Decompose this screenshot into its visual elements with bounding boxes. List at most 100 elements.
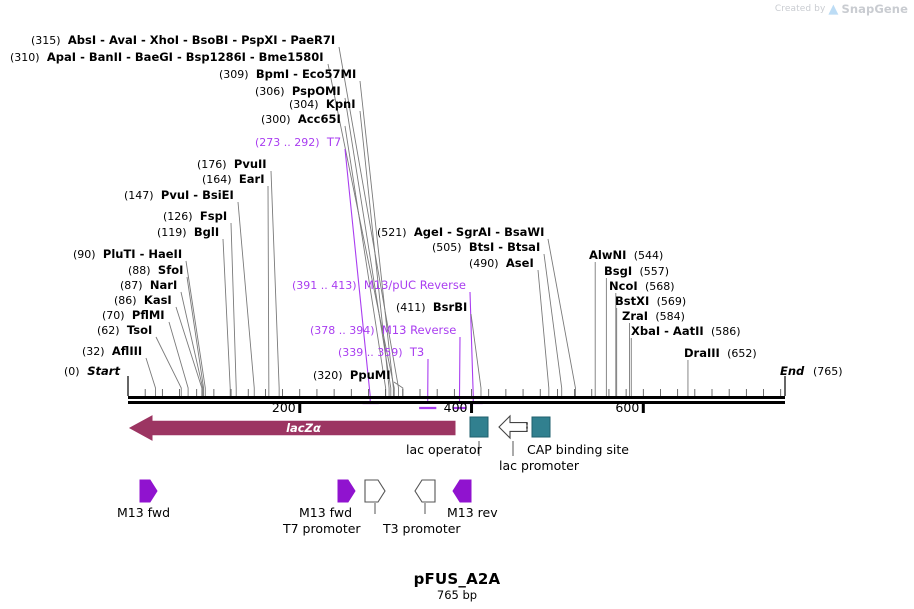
- enzyme-name: AseI: [505, 256, 534, 270]
- enzyme-position: (119): [157, 226, 187, 239]
- enzyme-name-group: Acc65I: [298, 112, 341, 126]
- primer-m13fwd-mid[interactable]: [337, 479, 356, 503]
- enzyme-name-group: T3: [410, 345, 424, 359]
- primer-caption: M13 rev: [447, 505, 498, 520]
- snapgene-watermark: Created by ▲ SnapGene: [775, 2, 908, 16]
- axis-end-label: End: [780, 364, 805, 378]
- enzyme-name: BtsI: [468, 240, 495, 254]
- enzyme-name: M13 Reverse: [381, 323, 457, 337]
- enzyme-label-row: (147) PvuI - BsiEI: [124, 188, 234, 203]
- enzyme-name-group: BpmI - Eco57MI: [256, 67, 356, 81]
- primer-t7-promoter[interactable]: [364, 479, 386, 503]
- feature-lac_promoter[interactable]: [498, 414, 528, 440]
- feature-lac_operator[interactable]: [469, 416, 489, 438]
- plasmid-size: 765 bp: [436, 588, 478, 602]
- enzyme-name-group: M13 Reverse: [382, 323, 456, 337]
- enzyme-leader-line: [186, 276, 205, 396]
- enzyme-name-group: NarI: [150, 278, 177, 292]
- enzyme-name: BaeGI: [134, 50, 173, 64]
- enzyme-name-group: ZraI: [622, 309, 648, 323]
- axis-end-position: (765): [812, 365, 843, 378]
- enzyme-leader-line: [393, 381, 404, 396]
- enzyme-position: (557): [639, 265, 670, 278]
- enzyme-name: BsiEI: [202, 188, 234, 202]
- enzyme-position: (273 .. 292): [255, 136, 320, 149]
- enzyme-label-row: (411) BsrBI: [396, 301, 467, 315]
- watermark-brand-label: SnapGene: [841, 2, 908, 16]
- enzyme-name-group: AflIII: [112, 344, 142, 358]
- enzyme-name: KasI: [143, 293, 172, 307]
- enzyme-position: (164): [202, 173, 232, 186]
- enzyme-position: (32): [82, 345, 105, 358]
- enzyme-name-group: AgeI - SgrAI - BsaWI: [414, 225, 545, 239]
- primer-caption: T7 promoter: [283, 521, 361, 536]
- enzyme-label-row: (86) KasI: [114, 293, 172, 308]
- feature-cap_binding_site[interactable]: [531, 416, 551, 438]
- enzyme-name: BglI: [193, 225, 220, 239]
- enzyme-name-separator: -: [289, 67, 302, 81]
- enzyme-name-group: AseI: [506, 256, 534, 270]
- enzyme-name: SgrAI: [455, 225, 492, 239]
- primer-caption: M13 fwd: [299, 505, 353, 520]
- enzyme-name: AflIII: [111, 344, 143, 358]
- enzyme-label-row: DraIII (652): [684, 347, 757, 361]
- enzyme-leader-line: [470, 313, 482, 396]
- enzyme-name-separator: -: [189, 188, 203, 202]
- primer-t3-promoter[interactable]: [414, 479, 436, 503]
- enzyme-name: ApaI: [46, 50, 77, 64]
- enzyme-name-separator: -: [122, 50, 135, 64]
- enzyme-name: ZraI: [622, 309, 649, 323]
- enzyme-name-separator: -: [228, 33, 242, 47]
- enzyme-name-group: BsgI: [604, 264, 632, 278]
- plasmid-name: pFUS_A2A: [413, 570, 501, 588]
- enzyme-leader-line: [344, 148, 371, 404]
- enzyme-leader-line: [145, 357, 156, 396]
- enzyme-position: (411): [396, 301, 426, 314]
- enzyme-position: (90): [73, 248, 96, 261]
- enzyme-position: (88): [128, 264, 151, 277]
- primer-m13rev[interactable]: [452, 479, 472, 503]
- enzyme-name-separator: -: [135, 247, 149, 261]
- enzyme-name-group: T7: [327, 135, 341, 149]
- enzyme-name: BpmI: [255, 67, 290, 81]
- primer-caption: M13 fwd: [117, 505, 171, 520]
- enzyme-position: (320): [313, 369, 343, 382]
- enzyme-name: M13/pUC Reverse: [363, 278, 466, 292]
- enzyme-label-row: (320) PpuMI: [313, 368, 391, 383]
- enzyme-name: PvuII: [233, 157, 267, 171]
- enzyme-name-group: M13/pUC Reverse: [364, 278, 466, 292]
- enzyme-label-row: (505) BtsI - BtsaI: [432, 240, 540, 255]
- caption-leader-ticks: [478, 441, 514, 456]
- enzyme-leader-line: [270, 170, 280, 396]
- enzyme-leader-line: [222, 238, 231, 396]
- enzyme-position: (300): [261, 113, 291, 126]
- enzyme-leader-line: [175, 306, 203, 396]
- snapgene-logo-icon: ▲: [828, 1, 839, 17]
- enzyme-name: XhoI: [149, 33, 179, 47]
- enzyme-label-row: (309) BpmI - Eco57MI: [219, 67, 356, 82]
- enzyme-name: KpnI: [325, 97, 356, 111]
- feature-caption: lac promoter: [499, 458, 579, 473]
- enzyme-name: HaeII: [148, 247, 183, 261]
- feature-caption: CAP binding site: [527, 442, 629, 457]
- enzyme-name: PspOMI: [291, 84, 341, 98]
- enzyme-leader-line: [180, 291, 204, 396]
- enzyme-name-separator: -: [491, 225, 505, 239]
- enzyme-name: AlwNI: [589, 248, 627, 262]
- enzyme-name-separator: -: [96, 33, 109, 47]
- enzyme-name-group: AbsI - AvaI - XhoI - BsoBI - PspXI - Pae…: [68, 33, 335, 47]
- ruler-tick-600: 600: [615, 400, 640, 415]
- enzyme-name-separator: -: [245, 50, 259, 64]
- enzyme-position: (586): [710, 325, 741, 338]
- enzyme-label-row: (119) BglI: [157, 225, 220, 240]
- enzyme-name: PaeR7I: [290, 33, 336, 47]
- enzyme-position: (86): [114, 294, 137, 307]
- enzyme-name-group: BstXI: [615, 294, 649, 308]
- primer-m13fwd-left[interactable]: [139, 479, 158, 503]
- enzyme-name-group: PpuMI: [350, 368, 391, 382]
- enzyme-position: (505): [432, 241, 462, 254]
- enzyme-position: (544): [633, 249, 664, 262]
- enzyme-name: EarI: [238, 172, 265, 186]
- enzyme-name: BsaWI: [504, 225, 545, 239]
